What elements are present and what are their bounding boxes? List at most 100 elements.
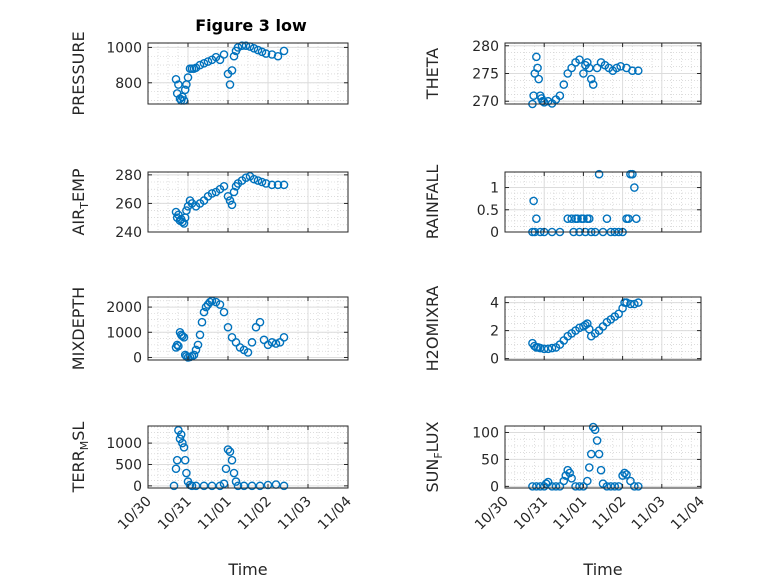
data-point [199, 59, 209, 68]
data-point [233, 481, 243, 491]
y-tick-label: 0 [490, 352, 499, 368]
data-point [612, 63, 622, 73]
axes-box [504, 296, 702, 361]
data-point [279, 46, 289, 56]
data-point [543, 344, 553, 354]
data-point [199, 307, 209, 317]
data-point [630, 482, 639, 491]
data-point [596, 465, 606, 475]
y-axis-label: AIRTEMP [69, 168, 91, 235]
data-point [207, 189, 217, 198]
data-point [237, 41, 247, 50]
data-point [620, 468, 629, 478]
data-point [223, 445, 233, 454]
x-tick-label: 11/03 [275, 494, 315, 534]
data-point [573, 214, 582, 223]
data-point [227, 66, 237, 75]
data-point [563, 69, 573, 78]
data-point [559, 476, 569, 486]
y-tick-label: 0 [490, 479, 499, 495]
data-point [175, 94, 185, 103]
data-point [579, 482, 588, 491]
data-point [247, 338, 257, 347]
series-markers [528, 52, 643, 109]
axes-box [147, 425, 349, 489]
data-point [532, 214, 541, 223]
data-point [176, 430, 186, 439]
y-axis-label-subscript: M [78, 441, 91, 451]
chart-air_temp: 240 260 280 AIRTEMP [69, 168, 349, 241]
plot-area [505, 297, 701, 360]
y-tick-label: 275 [472, 67, 499, 83]
data-point [169, 481, 179, 491]
x-tick-label: 11/01 [195, 494, 235, 534]
y-tick-label: 50 [481, 452, 499, 468]
x-tick-label: 10/31 [511, 494, 551, 534]
data-point [602, 214, 612, 223]
data-point [179, 443, 189, 452]
data-point [203, 57, 213, 66]
data-point [628, 169, 637, 179]
data-point [178, 438, 187, 448]
data-point [633, 66, 643, 76]
data-point [534, 74, 544, 84]
data-point [622, 298, 631, 307]
data-point [197, 317, 207, 327]
data-point [182, 206, 191, 215]
y-tick-label: 100 [472, 425, 499, 441]
data-point [592, 436, 602, 445]
data-point [174, 425, 183, 435]
data-point [225, 447, 235, 456]
data-point [261, 49, 271, 58]
data-point [594, 449, 604, 459]
data-point [219, 50, 229, 59]
data-point [215, 55, 225, 65]
axes-box [147, 171, 349, 233]
data-point [610, 482, 620, 491]
y-axis-label-part: MIXDEPTH [69, 287, 88, 370]
chart-rainfall: 0 0.5 1 RAINFALL [423, 165, 702, 241]
data-point [547, 343, 557, 353]
data-point [182, 468, 191, 478]
series-markers [171, 296, 289, 362]
data-point [575, 55, 584, 64]
data-point [193, 340, 203, 350]
y-tick-label: 2 [490, 324, 499, 340]
data-point [555, 482, 565, 491]
axes-box [147, 42, 349, 105]
data-point [183, 73, 193, 82]
data-point [567, 214, 576, 223]
y-tick-label: 0 [133, 479, 142, 495]
axes-box [504, 425, 702, 489]
y-axis-label-part: SUN [423, 459, 442, 493]
data-point [178, 331, 187, 341]
y-axis-label: TERRMSL [69, 422, 91, 494]
data-point [255, 481, 265, 491]
data-point [227, 455, 237, 465]
data-point [172, 455, 182, 465]
data-point [529, 196, 538, 206]
chart-mixdepth: 0 1000 2000 MIXDEPTH [69, 287, 349, 370]
y-tick-label: 240 [115, 225, 142, 241]
y-tick-label: 800 [115, 76, 142, 92]
x-tick-label: 10/30 [472, 494, 512, 534]
data-point [533, 63, 542, 73]
y-axis-label-subscript: F [432, 452, 445, 458]
data-point [267, 180, 277, 190]
x-tick-label: 11/04 [668, 493, 708, 533]
data-point [630, 299, 639, 309]
data-point [249, 44, 259, 53]
data-point [555, 91, 565, 100]
data-point [584, 214, 594, 223]
chart-terr_msl: 0 500 1000 10/30 10/31 11/01 11/02 11/03 11/04 Ti… [69, 422, 355, 579]
minor-grid [148, 43, 348, 104]
chart-pressure: 800 1000 PRESSURE [69, 31, 349, 116]
data-point [279, 180, 289, 190]
data-point [229, 187, 239, 197]
data-point [207, 481, 217, 491]
data-point [584, 463, 594, 472]
x-tick-label: 10/31 [155, 494, 195, 534]
data-point [179, 333, 189, 342]
data-point [532, 52, 541, 62]
